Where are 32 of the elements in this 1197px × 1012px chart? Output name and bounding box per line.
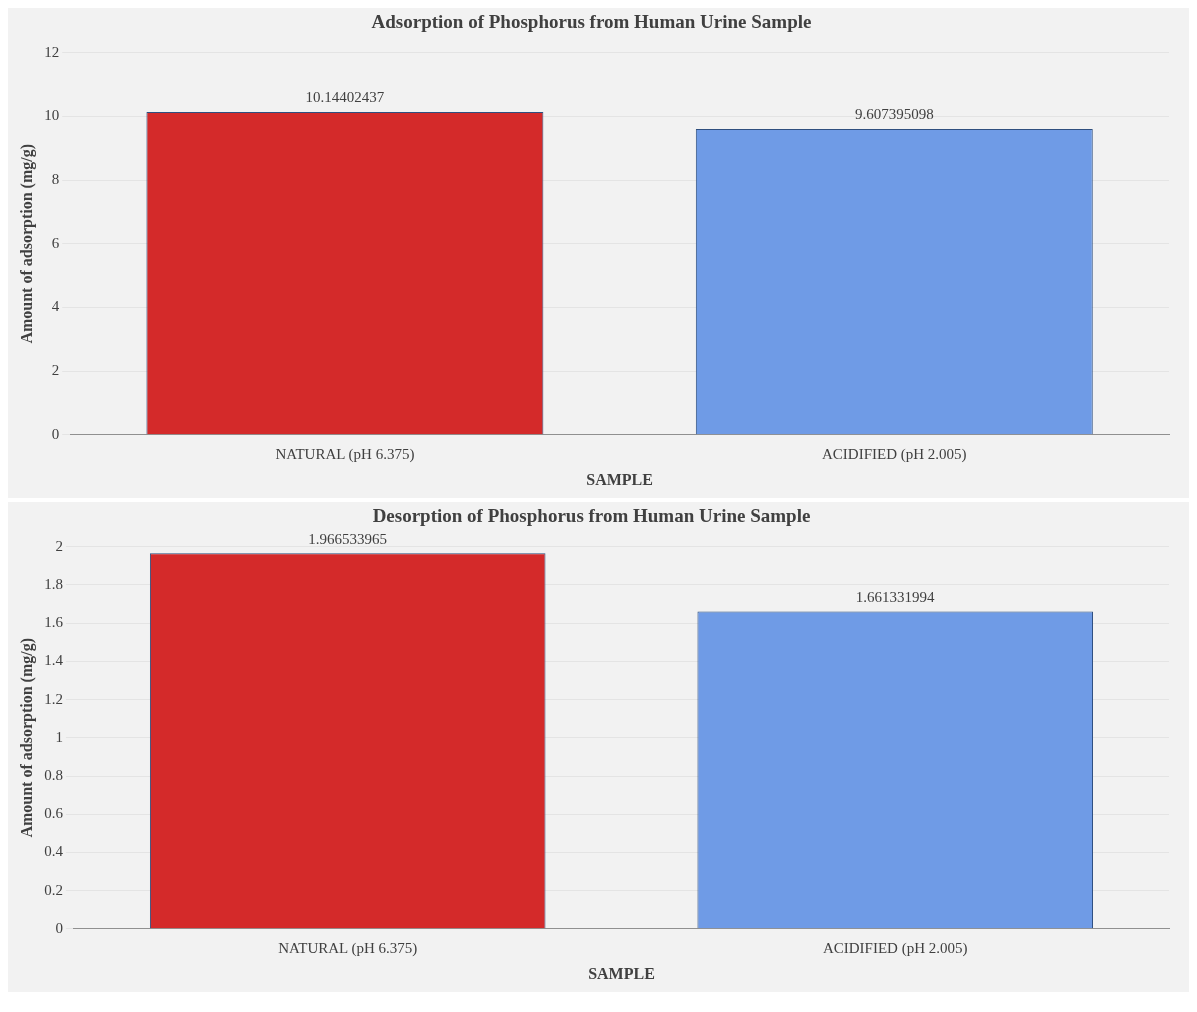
data-label: 10.14402437: [305, 89, 385, 106]
y-tick-label: 10: [44, 107, 60, 124]
y-axis-title: Amount of adsorption (mg/g): [17, 144, 36, 344]
chart-title: Adsorption of Phosphorus from Human Urine Sample: [371, 11, 812, 33]
y-tick-label: 0: [51, 425, 60, 442]
y-tick-label: 1.8: [44, 575, 63, 592]
y-tick-label: 0: [55, 919, 63, 936]
y-tick-label: 0.8: [44, 766, 63, 783]
y-tick-label: 2: [55, 537, 63, 554]
y-tick-label: 6: [51, 234, 60, 251]
data-label: 9.607395098: [854, 106, 934, 123]
x-tick-label: ACIDIFIED (pH 2.005): [822, 939, 968, 957]
y-tick-label: 2: [51, 362, 60, 379]
chart-title: Desorption of Phosphorus from Human Urine Sample: [372, 505, 811, 527]
x-tick-label: NATURAL (pH 6.375): [278, 939, 418, 957]
y-tick-label: 8: [51, 171, 60, 188]
y-tick-label: 0.2: [44, 881, 63, 898]
y-tick-label: 0.4: [44, 843, 64, 860]
y-tick-label: 0.6: [44, 805, 64, 822]
y-tick-label: 1.2: [44, 690, 63, 707]
y-tick-label: 12: [44, 43, 60, 60]
y-tick-label: 1: [55, 728, 63, 745]
x-tick-label: ACIDIFIED (pH 2.005): [822, 445, 967, 463]
y-tick-label: 1.6: [44, 614, 64, 631]
y-tick-label: 4: [51, 298, 60, 315]
x-tick-label: NATURAL (pH 6.375): [275, 445, 415, 463]
x-axis-title: SAMPLE: [586, 470, 653, 488]
data-label: 1.966533965: [308, 530, 388, 547]
y-tick-label: 1.4: [44, 652, 64, 669]
x-axis-title: SAMPLE: [588, 964, 655, 982]
y-axis-title: Amount of adsorption (mg/g): [17, 638, 36, 838]
data-label: 1.661331994: [855, 588, 936, 605]
